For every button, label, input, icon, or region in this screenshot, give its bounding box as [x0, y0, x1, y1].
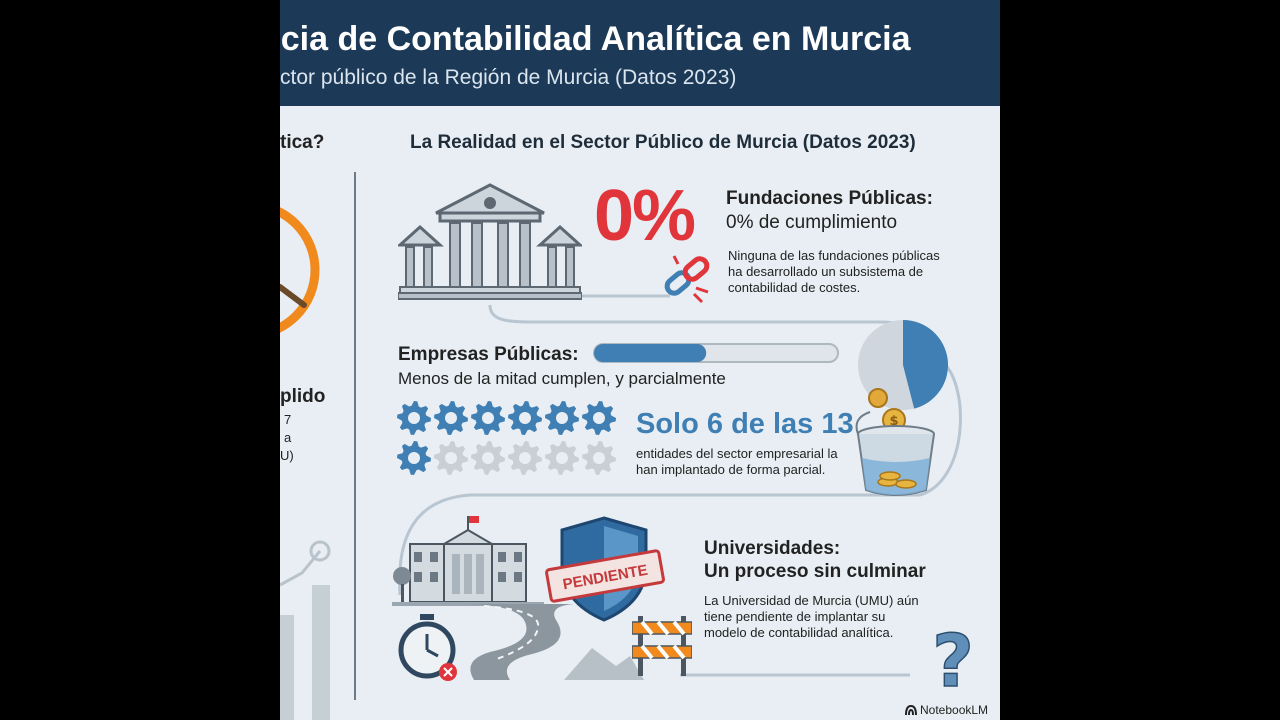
- gear-grid: [397, 401, 616, 475]
- page-title: ncia de Contabilidad Analítica en Murcia: [280, 20, 911, 58]
- empresas-progress-bar: [593, 343, 839, 363]
- empresas-desc-line-2: han implantado de forma parcial.: [636, 462, 826, 477]
- growth-chart-icon: [280, 540, 331, 720]
- road-barrier-icon: [632, 616, 692, 676]
- header-banner: ncia de Contabilidad Analítica en Murcia…: [280, 0, 1000, 106]
- fundaciones-desc-line-3: contabilidad de costes.: [728, 280, 861, 295]
- left-heading-fragment: tica?: [280, 132, 325, 153]
- pendiente-stamp: PENDIENTE: [545, 549, 665, 603]
- gear-implemented: [471, 401, 505, 435]
- gear-implemented: [397, 401, 431, 435]
- column-divider: [354, 172, 356, 700]
- empresas-desc-line-1: entidades del sector empresarial la: [636, 446, 838, 461]
- coin-bucket-icon: $: [855, 388, 935, 496]
- left-line-fragment-1: 7: [284, 412, 292, 427]
- gear-not-implemented: [508, 441, 542, 475]
- universidades-desc-line-3: modelo de contabilidad analítica.: [704, 625, 894, 640]
- fundaciones-big-value: 0%: [594, 176, 696, 256]
- stopwatch-icon: [398, 614, 457, 681]
- government-building-icon: [398, 183, 582, 300]
- left-line-fragment-3: U): [280, 448, 294, 463]
- page-subtitle: ctor público de la Región de Murcia (Dat…: [280, 66, 737, 89]
- gear-not-implemented: [545, 441, 579, 475]
- notebooklm-logo-icon: [905, 704, 917, 716]
- empresas-pie-slice: [903, 320, 949, 409]
- university-building-icon: [392, 516, 544, 606]
- empresas-highlight: Solo 6 de las 13: [636, 408, 854, 440]
- svg-text:?: ?: [932, 622, 974, 703]
- infographic: ncia de Contabilidad Analítica en Murcia…: [280, 0, 1000, 720]
- fundaciones-subtitle: 0% de cumplimiento: [726, 212, 898, 233]
- fundaciones-desc-line-1: Ninguna de las fundaciones públicas: [728, 248, 940, 263]
- broken-link-icon: [664, 255, 710, 304]
- empresas-subtitle: Menos de la mitad cumplen, y parcialment…: [398, 369, 726, 388]
- empresas-title: Empresas Públicas:: [398, 344, 579, 365]
- universidades-title-1: Universidades:: [704, 538, 841, 559]
- footer-brand: NotebookLM: [920, 703, 989, 717]
- gear-implemented: [397, 441, 431, 475]
- gear-not-implemented: [434, 441, 468, 475]
- universidades-desc-line-1: La Universidad de Murcia (UMU) aún: [704, 593, 919, 608]
- question-mark-icon: ?: [931, 622, 974, 704]
- svg-text:$: $: [889, 414, 898, 429]
- gear-implemented: [434, 401, 468, 435]
- section-title: La Realidad en el Sector Público de Murc…: [410, 132, 916, 153]
- gear-implemented: [545, 401, 579, 435]
- universidades-title-2: Un proceso sin culminar: [704, 561, 926, 582]
- gear-implemented: [582, 401, 616, 435]
- gear-not-implemented: [471, 441, 505, 475]
- gear-implemented: [508, 401, 542, 435]
- gear-not-implemented: [582, 441, 616, 475]
- target-icon: [280, 207, 320, 333]
- left-status-fragment: plido: [280, 386, 326, 407]
- fundaciones-desc-line-2: ha desarrollado un subsistema de: [728, 264, 924, 279]
- fundaciones-title: Fundaciones Públicas:: [726, 188, 933, 209]
- winding-road-icon: [460, 604, 644, 680]
- empresas-progress-fill: [594, 344, 707, 362]
- left-line-fragment-2: a: [284, 430, 292, 445]
- empresas-pie-icon: [858, 320, 949, 410]
- universidades-desc-line-2: tiene pendiente de implantar su: [704, 609, 886, 624]
